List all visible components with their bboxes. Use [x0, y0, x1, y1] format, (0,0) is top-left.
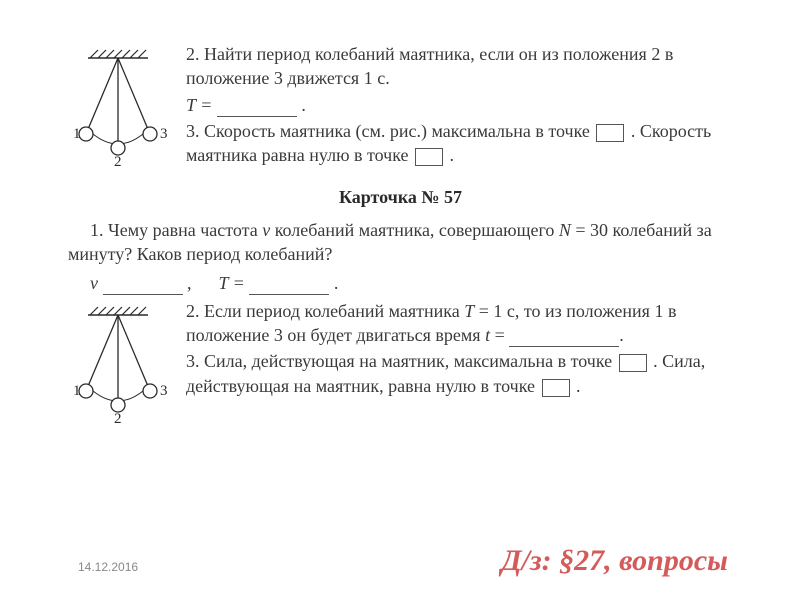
svg-text:3: 3 [160, 126, 168, 142]
pendulum-svg-1: 1 2 3 [68, 46, 168, 168]
blank-T[interactable] [217, 97, 297, 117]
pendulum-diagram-1: 1 2 3 [68, 42, 186, 173]
pendulum-diagram-2: 1 2 3 [68, 299, 186, 430]
block2-q1: 1. Чему равна частота ν колебаний маятни… [68, 218, 733, 267]
answer-box-speed-max[interactable] [596, 124, 624, 142]
block1-q2: 2. Найти период колебаний маятника, если… [186, 42, 733, 91]
date: 14.12.2016 [78, 560, 138, 574]
block2-q2: 2. Если период колебаний маятника T = 1 … [186, 299, 733, 348]
block2-q1-line2: ν , T = . [90, 271, 733, 295]
block1-text: 2. Найти период колебаний маятника, если… [186, 42, 733, 169]
card-title: Карточка № 57 [68, 187, 733, 208]
answer-box-speed-zero[interactable] [415, 148, 443, 166]
block2-q3: 3. Сила, действующая на маятник, максима… [186, 349, 733, 398]
pendulum-svg-2: 1 2 3 [68, 303, 168, 425]
answer-box-force-max[interactable] [619, 354, 647, 372]
svg-text:2: 2 [114, 154, 122, 168]
answer-box-force-zero[interactable] [542, 379, 570, 397]
block2-text: 2. Если период колебаний маятника T = 1 … [186, 299, 733, 400]
svg-text:2: 2 [114, 411, 122, 425]
svg-text:3: 3 [160, 383, 168, 399]
block1-q3: 3. Скорость маятника (см. рис.) максимал… [186, 119, 733, 168]
problem-block-2: 1 2 3 2. Если период колебаний маятника … [68, 299, 733, 430]
homework: Д/з: §27, вопросы [501, 544, 728, 578]
worksheet-content: 1 2 3 2. Найти период колебаний маятника… [68, 42, 733, 434]
svg-text:1: 1 [73, 126, 81, 142]
blank-t[interactable] [509, 328, 619, 348]
blank-nu[interactable] [103, 275, 183, 295]
blank-T2[interactable] [249, 275, 329, 295]
block1-q2-formula: T = . [186, 93, 733, 117]
svg-text:1: 1 [73, 383, 81, 399]
problem-block-1: 1 2 3 2. Найти период колебаний маятника… [68, 42, 733, 173]
